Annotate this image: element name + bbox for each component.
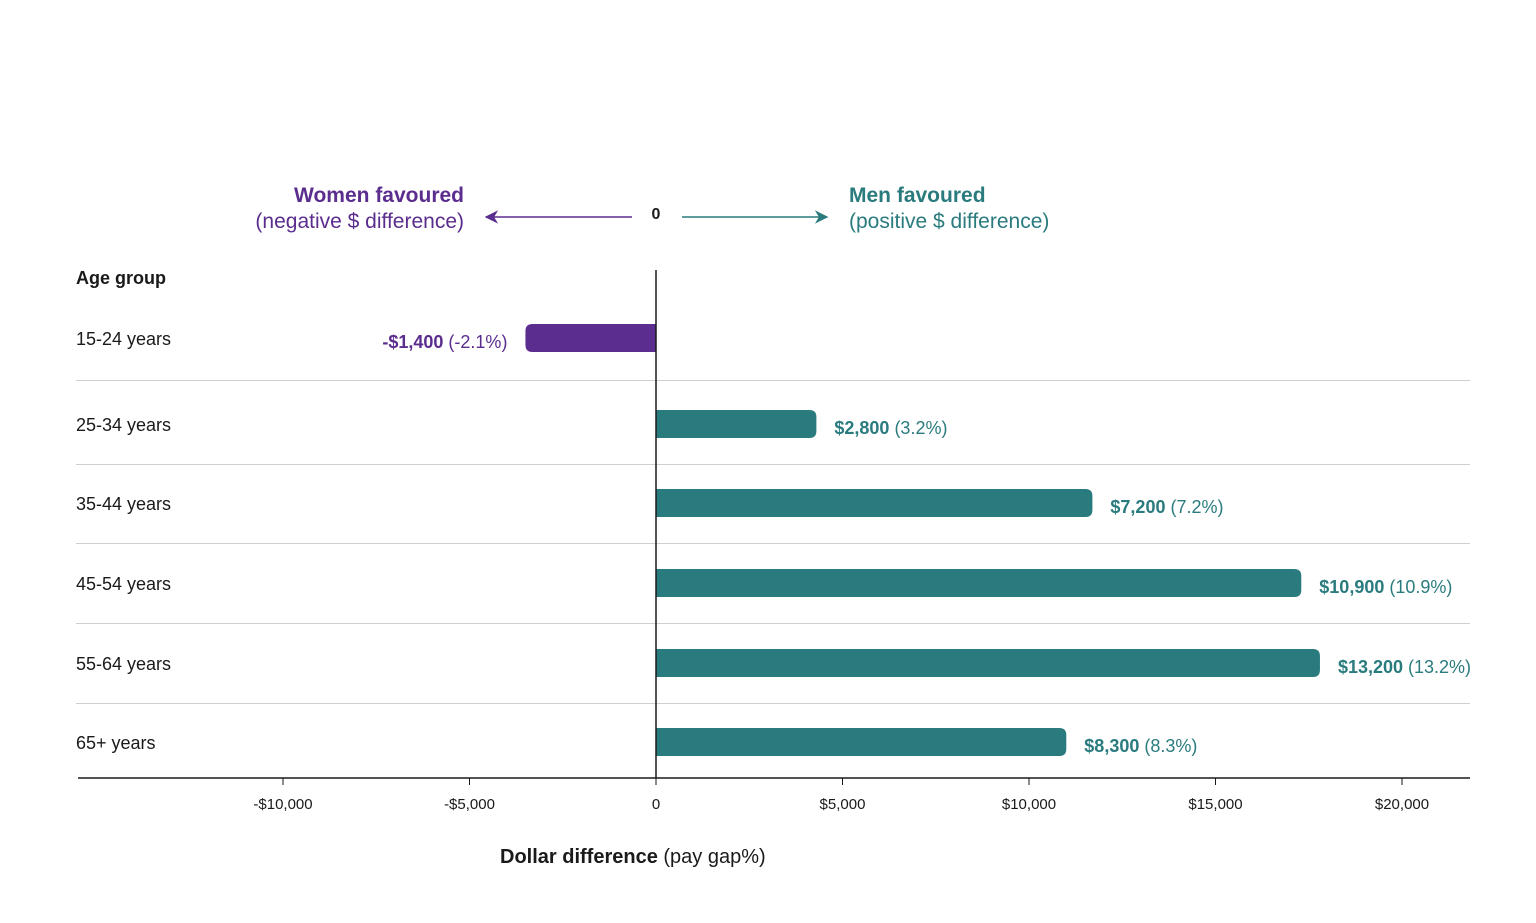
data-label: $8,300 (8.3%) bbox=[1084, 736, 1197, 756]
data-label-percent: (8.3%) bbox=[1139, 736, 1197, 756]
data-label-percent: (7.2%) bbox=[1165, 497, 1223, 517]
category-label: 25-34 years bbox=[76, 415, 171, 435]
data-label-percent: (13.2%) bbox=[1403, 657, 1471, 677]
data-label-percent: (10.9%) bbox=[1384, 577, 1452, 597]
data-label-percent: (3.2%) bbox=[889, 418, 947, 438]
men-favoured-title: Men favoured bbox=[849, 184, 986, 207]
x-tick-label: -$5,000 bbox=[444, 796, 495, 813]
data-label-value: $2,800 bbox=[834, 418, 889, 438]
bar-25-34-years bbox=[656, 410, 817, 438]
data-label-value: -$1,400 bbox=[382, 332, 443, 352]
data-label: -$1,400 (-2.1%) bbox=[382, 332, 507, 352]
x-tick-label: $20,000 bbox=[1375, 796, 1429, 813]
category-label: 15-24 years bbox=[76, 329, 171, 349]
data-label-value: $13,200 bbox=[1338, 657, 1403, 677]
men-favoured-subtitle: (positive $ difference) bbox=[849, 210, 1050, 233]
x-tick-label: 0 bbox=[652, 796, 660, 813]
x-axis-label: Dollar difference (pay gap%) bbox=[500, 846, 766, 869]
x-tick-label: $15,000 bbox=[1188, 796, 1242, 813]
data-label-value: $10,900 bbox=[1319, 577, 1384, 597]
category-label: 35-44 years bbox=[76, 494, 171, 514]
men-favoured-header: Men favoured (positive $ difference) bbox=[849, 183, 1049, 235]
x-axis-label-bold: Dollar difference bbox=[500, 846, 658, 868]
x-tick-label: -$10,000 bbox=[253, 796, 312, 813]
data-label: $7,200 (7.2%) bbox=[1110, 497, 1223, 517]
category-label: 65+ years bbox=[76, 733, 156, 753]
data-label: $13,200 (13.2%) bbox=[1338, 657, 1471, 677]
bar-55-64-years bbox=[656, 649, 1320, 677]
women-favoured-header: Women favoured (negative $ difference) bbox=[255, 183, 464, 235]
zero-marker-label: 0 bbox=[651, 206, 661, 223]
data-label-percent: (-2.1%) bbox=[443, 332, 507, 352]
data-label: $10,900 (10.9%) bbox=[1319, 577, 1452, 597]
women-favoured-subtitle: (negative $ difference) bbox=[255, 210, 464, 233]
bar-45-54-years bbox=[656, 569, 1302, 597]
data-label-value: $7,200 bbox=[1110, 497, 1165, 517]
category-label: 45-54 years bbox=[76, 574, 171, 594]
women-favoured-title: Women favoured bbox=[294, 184, 464, 207]
bar-35-44-years bbox=[656, 489, 1093, 517]
category-label: 55-64 years bbox=[76, 654, 171, 674]
age-group-title: Age group bbox=[76, 268, 166, 288]
x-axis-label-rest: (pay gap%) bbox=[657, 846, 766, 868]
bar-15-24-years bbox=[525, 324, 656, 352]
data-label-value: $8,300 bbox=[1084, 736, 1139, 756]
x-tick-label: $5,000 bbox=[820, 796, 866, 813]
data-label: $2,800 (3.2%) bbox=[834, 418, 947, 438]
bar-65plus-years bbox=[656, 728, 1067, 756]
x-tick-label: $10,000 bbox=[1002, 796, 1056, 813]
